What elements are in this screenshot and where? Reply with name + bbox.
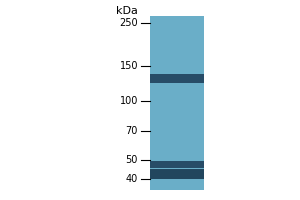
Text: 150: 150	[119, 61, 138, 71]
Text: 40: 40	[126, 174, 138, 184]
Bar	[150, 169, 204, 179]
Bar	[150, 16, 204, 190]
Bar	[150, 74, 204, 83]
Text: 250: 250	[119, 18, 138, 28]
Bar	[150, 161, 204, 168]
Text: 100: 100	[120, 96, 138, 106]
Text: 50: 50	[126, 155, 138, 165]
Text: 70: 70	[126, 126, 138, 136]
Text: kDa: kDa	[116, 6, 138, 16]
